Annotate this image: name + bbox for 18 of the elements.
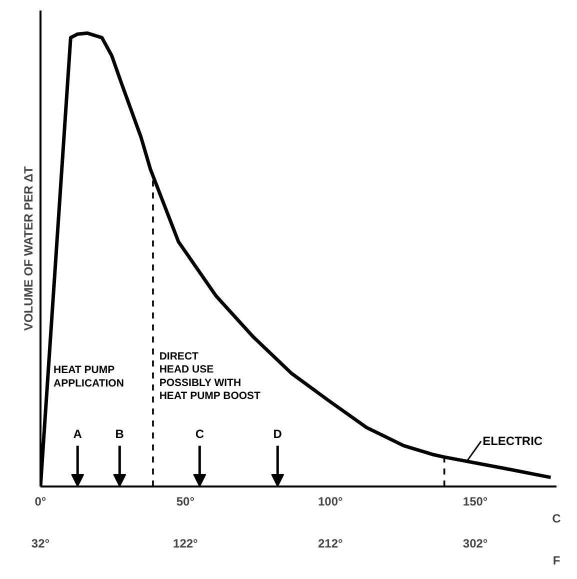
- x-tick-label: 0°: [34, 494, 46, 508]
- x2-tick-label: 212°: [318, 536, 343, 550]
- annotation: HEAT PUMP APPLICATION: [54, 364, 124, 390]
- y-axis-title: VOLUME OF WATER PER ΔT: [22, 166, 36, 331]
- x-axis-title: C: [552, 512, 562, 526]
- x2-tick-label: 302°: [462, 536, 488, 550]
- x2-axis-title: F: [552, 554, 560, 568]
- annotation: DIRECT HEAD USE POSSIBLY WITH HEAT PUMP BOOST: [159, 350, 262, 402]
- x2-tick-label: 122°: [173, 536, 198, 550]
- annotation: B: [115, 427, 124, 442]
- annotation: ELECTRIC: [482, 434, 543, 448]
- x2-tick-label: 32°: [31, 536, 50, 550]
- x-tick-label: 150°: [462, 494, 488, 508]
- x-tick-label: 100°: [318, 494, 343, 508]
- annotation: A: [73, 427, 82, 442]
- annotation: D: [273, 427, 282, 442]
- annotation: C: [195, 427, 204, 442]
- x-tick-label: 50°: [176, 494, 195, 508]
